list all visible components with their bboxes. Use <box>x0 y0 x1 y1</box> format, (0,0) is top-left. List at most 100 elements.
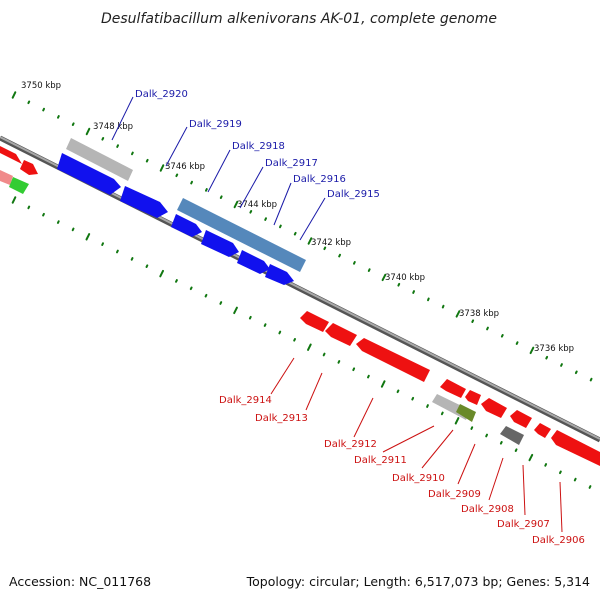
ruler-minor-tick <box>470 426 474 430</box>
gene-block-forward[interactable] <box>57 153 121 195</box>
forward-strand-genes <box>57 138 306 285</box>
ruler-minor-tick <box>130 257 134 261</box>
ruler-minor-tick <box>27 205 31 210</box>
gene-dalk-2913[interactable] <box>325 323 357 346</box>
callout-line <box>207 149 231 193</box>
callout-line <box>421 429 454 469</box>
ruler-minor-tick <box>42 212 45 217</box>
ruler-major-tick <box>380 380 386 388</box>
ruler-minor-tick <box>560 363 563 367</box>
gene-dalk-2919[interactable] <box>171 214 202 237</box>
ruler-minor-tick <box>427 297 430 302</box>
genome-summary-text: Topology: circular; Length: 6,517,073 bp… <box>246 574 590 589</box>
gene-dalk-2914[interactable] <box>300 311 329 332</box>
ruler-minor-tick <box>131 151 134 156</box>
ruler-major-tick <box>455 310 461 318</box>
gene-dalk-2912[interactable] <box>356 338 430 382</box>
gene-label-dalk-2918[interactable]: Dalk_2918 <box>232 141 285 152</box>
callout-line <box>522 464 526 516</box>
ruler-major-tick <box>11 91 17 99</box>
gene-label-dalk-2913[interactable]: Dalk_2913 <box>255 413 308 424</box>
ruler-minor-tick <box>440 411 444 416</box>
tick-labels: 3750 kbp 3748 kbp 3746 kbp 3744 kbp 3742… <box>21 81 574 354</box>
gene-label-dalk-2910[interactable]: Dalk_2910 <box>392 473 445 484</box>
gene-label-dalk-2908[interactable]: Dalk_2908 <box>461 504 514 515</box>
gene-rna-reverse[interactable] <box>456 404 476 422</box>
partial-genes-left <box>0 146 38 194</box>
gene-label-dalk-2912[interactable]: Dalk_2912 <box>324 439 377 450</box>
ruler-minor-tick <box>145 158 149 163</box>
tick-label: 3750 kbp <box>21 81 61 91</box>
gene-dalk-2907[interactable] <box>534 423 551 438</box>
ruler-minor-tick <box>367 268 371 272</box>
gene-label-dalk-2920[interactable]: Dalk_2920 <box>135 89 188 100</box>
gene-dalk-2908[interactable] <box>510 410 532 428</box>
ruler-minor-tick <box>514 448 518 452</box>
ruler-minor-tick <box>486 326 489 331</box>
ruler-minor-tick <box>116 144 119 148</box>
tick-label: 3742 kbp <box>311 238 351 248</box>
ruler-major-tick <box>381 273 387 282</box>
gene-block-forward[interactable] <box>120 186 168 218</box>
ruler-minor-tick <box>471 319 475 323</box>
gene-label-dalk-2915[interactable]: Dalk_2915 <box>327 189 380 200</box>
gene-dalk-2918[interactable] <box>177 198 306 272</box>
ruler-minor-tick <box>441 304 445 309</box>
callout-line <box>299 197 326 241</box>
ruler-major-tick <box>529 346 535 355</box>
gene-dalk-2911[interactable] <box>440 379 466 398</box>
callout-line <box>305 372 323 411</box>
gene-dalk-2917[interactable] <box>201 230 239 257</box>
ruler-major-tick <box>159 164 165 172</box>
gene-label-dalk-2906[interactable]: Dalk_2906 <box>532 535 585 546</box>
ruler-minor-tick <box>249 210 253 214</box>
ruler-minor-tick <box>588 485 592 489</box>
ruler-minor-tick <box>57 115 60 119</box>
callout-line <box>457 443 476 485</box>
gene-label-dalk-2917[interactable]: Dalk_2917 <box>265 158 318 169</box>
ruler-minor-tick <box>71 227 75 232</box>
ruler-minor-tick <box>56 220 60 224</box>
gene-dalk-2916[interactable] <box>237 250 270 274</box>
tick-label: 3738 kbp <box>459 309 499 319</box>
ruler-minor-tick <box>278 330 282 335</box>
gene-partial-reverse[interactable] <box>20 160 38 175</box>
tick-label: 3748 kbp <box>93 122 133 132</box>
ruler-minor-tick <box>573 477 577 482</box>
ruler-minor-tick <box>279 224 282 229</box>
ruler-minor-tick <box>101 242 104 246</box>
ruler-minor-tick <box>412 290 415 294</box>
gene-partial-light-red[interactable] <box>0 170 13 185</box>
gene-label-dalk-2911[interactable]: Dalk_2911 <box>354 455 407 466</box>
callout-line <box>273 182 292 226</box>
gene-dalk-2915[interactable] <box>265 264 294 285</box>
gene-dalk-2909[interactable] <box>481 398 507 418</box>
ruler-minor-tick <box>338 253 341 258</box>
callout-line <box>239 166 264 209</box>
gene-label-dalk-2907[interactable]: Dalk_2907 <box>497 519 550 530</box>
gene-label-dalk-2909[interactable]: Dalk_2909 <box>428 489 481 500</box>
ruler-minor-tick <box>27 100 31 105</box>
ruler-minor-tick <box>500 334 504 338</box>
gene-partial-reverse[interactable] <box>0 146 22 164</box>
ruler-minor-tick <box>545 355 549 360</box>
ruler-minor-tick <box>71 122 75 126</box>
ruler-minor-tick <box>396 389 400 394</box>
gene-dalk-2920-pseudo[interactable] <box>66 138 133 181</box>
ruler-minor-tick <box>42 107 45 112</box>
gene-dalk-2910[interactable] <box>465 390 481 405</box>
gene-label-dalk-2919[interactable]: Dalk_2919 <box>189 119 242 130</box>
gene-dalk-2906[interactable] <box>551 430 600 466</box>
ruler-major-tick <box>233 200 239 209</box>
ruler-major-tick <box>233 306 238 315</box>
ruler-minor-tick <box>205 188 208 192</box>
gene-dark-reverse[interactable] <box>500 426 524 445</box>
gene-partial-green[interactable] <box>9 177 29 194</box>
ruler-major-tick <box>307 343 312 351</box>
gene-label-dalk-2916[interactable]: Dalk_2916 <box>293 174 346 185</box>
ruler-major-tick <box>11 196 17 204</box>
ruler-minor-tick <box>397 282 401 287</box>
gene-label-dalk-2914[interactable]: Dalk_2914 <box>219 395 272 406</box>
ruler-minor-tick <box>323 246 327 251</box>
